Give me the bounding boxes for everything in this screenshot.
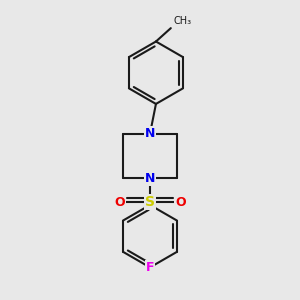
Text: O: O <box>114 196 125 208</box>
Text: N: N <box>145 127 155 140</box>
Text: F: F <box>146 261 154 274</box>
Text: CH₃: CH₃ <box>173 16 191 26</box>
Text: O: O <box>175 196 186 208</box>
Text: N: N <box>145 172 155 185</box>
Text: S: S <box>145 195 155 209</box>
